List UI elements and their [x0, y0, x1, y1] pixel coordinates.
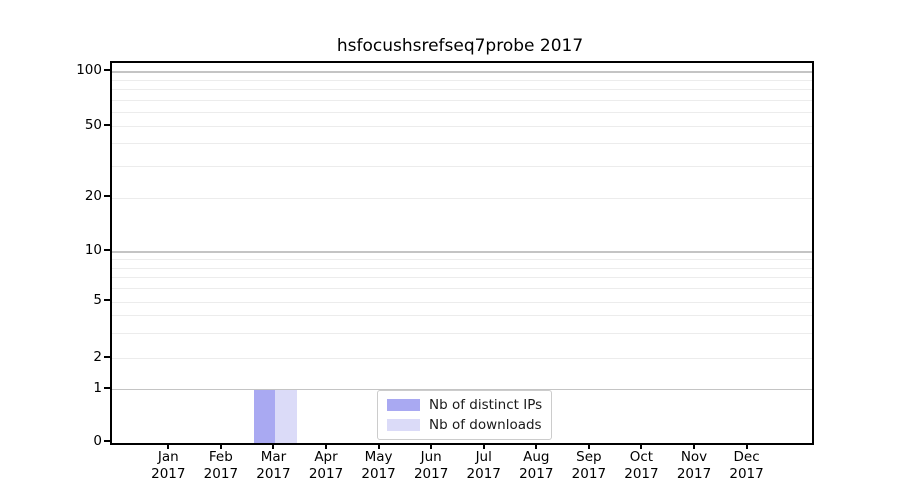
x-tick-year: 2017 — [519, 466, 554, 482]
x-tick-year: 2017 — [729, 466, 764, 482]
y-gridline-major-10 — [112, 251, 812, 253]
y-tick-label-0: 0 — [93, 433, 102, 449]
x-tick-month: Jun — [420, 449, 442, 465]
legend-label-downloads: Nb of downloads — [429, 417, 542, 433]
x-tick-year: 2017 — [676, 466, 712, 482]
x-tick-mark-jan — [167, 443, 170, 449]
x-tick-year: 2017 — [413, 466, 449, 482]
x-tick-month: Nov — [680, 449, 708, 465]
x-tick-mark-dec — [745, 443, 748, 449]
y-gridline-minor-60 — [112, 111, 812, 113]
x-tick-label-jun: Jun 2017 — [399, 449, 463, 483]
y-tick-label-50: 50 — [84, 116, 102, 133]
x-tick-mark-nov — [693, 443, 695, 449]
legend-label-distinct-ips: Nb of distinct IPs — [429, 397, 543, 413]
y-gridline-minor-70 — [112, 99, 812, 101]
y-tick-label-2: 2 — [93, 348, 102, 365]
x-tick-label-nov: Nov 2017 — [662, 449, 726, 483]
x-tick-year: 2017 — [151, 466, 186, 482]
x-tick-month: Oct — [629, 449, 654, 465]
y-gridline-minor-4 — [112, 315, 812, 317]
bar-distinct-ips-mar — [253, 389, 276, 443]
x-tick-year: 2017 — [203, 466, 239, 482]
x-tick-mark-mar — [272, 443, 275, 449]
x-tick-month: Dec — [733, 449, 760, 465]
x-tick-mark-aug — [535, 443, 538, 449]
legend: Nb of distinct IPs Nb of downloads — [377, 390, 553, 440]
y-tick-mark-20 — [104, 195, 110, 197]
y-tick-label-5: 5 — [93, 292, 102, 308]
x-tick-label-apr: Apr 2017 — [294, 449, 358, 483]
legend-swatch-downloads — [387, 419, 420, 431]
x-tick-year: 2017 — [308, 466, 344, 482]
x-tick-month: Mar — [260, 449, 287, 465]
x-tick-year: 2017 — [361, 466, 396, 482]
y-gridline-minor-5 — [112, 301, 812, 303]
x-tick-mark-may — [377, 443, 380, 449]
x-tick-mark-jul — [482, 443, 485, 449]
y-tick-mark-1 — [104, 386, 110, 389]
y-tick-label-100: 100 — [76, 62, 102, 78]
x-tick-month: Feb — [208, 449, 233, 465]
y-tick-label-20: 20 — [84, 188, 102, 204]
x-tick-label-feb: Feb 2017 — [189, 449, 253, 483]
x-tick-year: 2017 — [256, 466, 291, 482]
x-tick-year: 2017 — [624, 466, 659, 482]
y-tick-mark-100 — [104, 69, 110, 71]
y-tick-label-1: 1 — [93, 379, 102, 396]
x-tick-mark-oct — [640, 443, 643, 449]
y-tick-label-10: 10 — [84, 242, 102, 258]
y-tick-mark-5 — [104, 299, 110, 301]
y-gridline-major-1 — [112, 388, 812, 391]
y-tick-mark-2 — [104, 355, 110, 358]
plot-area — [110, 61, 814, 445]
x-tick-year: 2017 — [571, 466, 607, 482]
x-tick-label-aug: Aug 2017 — [504, 449, 568, 483]
y-gridline-minor-3 — [112, 332, 812, 334]
y-gridline-minor-40 — [112, 143, 812, 145]
legend-entry-downloads: Nb of downloads — [387, 415, 542, 435]
x-tick-month: Jul — [475, 449, 492, 465]
x-tick-mark-apr — [325, 443, 327, 449]
y-tick-mark-50 — [104, 123, 110, 126]
y-gridline-minor-20 — [112, 197, 812, 199]
y-tick-mark-0 — [104, 440, 110, 442]
y-gridline-minor-50 — [112, 126, 812, 127]
x-tick-month: Aug — [523, 449, 550, 465]
x-tick-mark-sep — [587, 443, 590, 449]
x-tick-month: Sep — [576, 449, 602, 465]
x-tick-month: Apr — [314, 449, 338, 465]
x-tick-label-may: May 2017 — [347, 449, 411, 483]
legend-swatch-distinct-ips — [387, 399, 420, 411]
y-gridline-minor-8 — [112, 267, 812, 269]
y-gridline-minor-90 — [112, 79, 812, 81]
y-gridline-minor-7 — [112, 277, 812, 279]
x-tick-month: Jan — [157, 449, 179, 465]
x-tick-label-dec: Dec 2017 — [715, 449, 779, 483]
y-gridline-minor-6 — [112, 288, 812, 290]
y-gridline-minor-30 — [112, 165, 812, 167]
x-tick-label-mar: Mar 2017 — [241, 449, 305, 483]
x-tick-label-jul: Jul 2017 — [452, 449, 516, 483]
x-tick-year: 2017 — [466, 466, 501, 482]
x-tick-mark-feb — [219, 443, 222, 449]
y-gridline-minor-9 — [112, 259, 812, 261]
y-gridline-minor-2 — [112, 358, 812, 359]
y-gridline-minor-80 — [112, 89, 812, 91]
x-tick-label-oct: Oct 2017 — [609, 449, 673, 483]
legend-entry-distinct-ips: Nb of distinct IPs — [387, 395, 542, 415]
y-gridline-major-100 — [112, 71, 812, 73]
x-tick-label-sep: Sep 2017 — [557, 449, 621, 483]
chart-title: hsfocushsrefseq7probe 2017 — [336, 36, 584, 56]
x-tick-mark-jun — [430, 443, 433, 449]
bar-downloads-mar — [275, 389, 298, 443]
y-tick-mark-10 — [104, 249, 110, 251]
x-tick-month: May — [364, 449, 393, 465]
x-tick-label-jan: Jan 2017 — [136, 449, 200, 483]
